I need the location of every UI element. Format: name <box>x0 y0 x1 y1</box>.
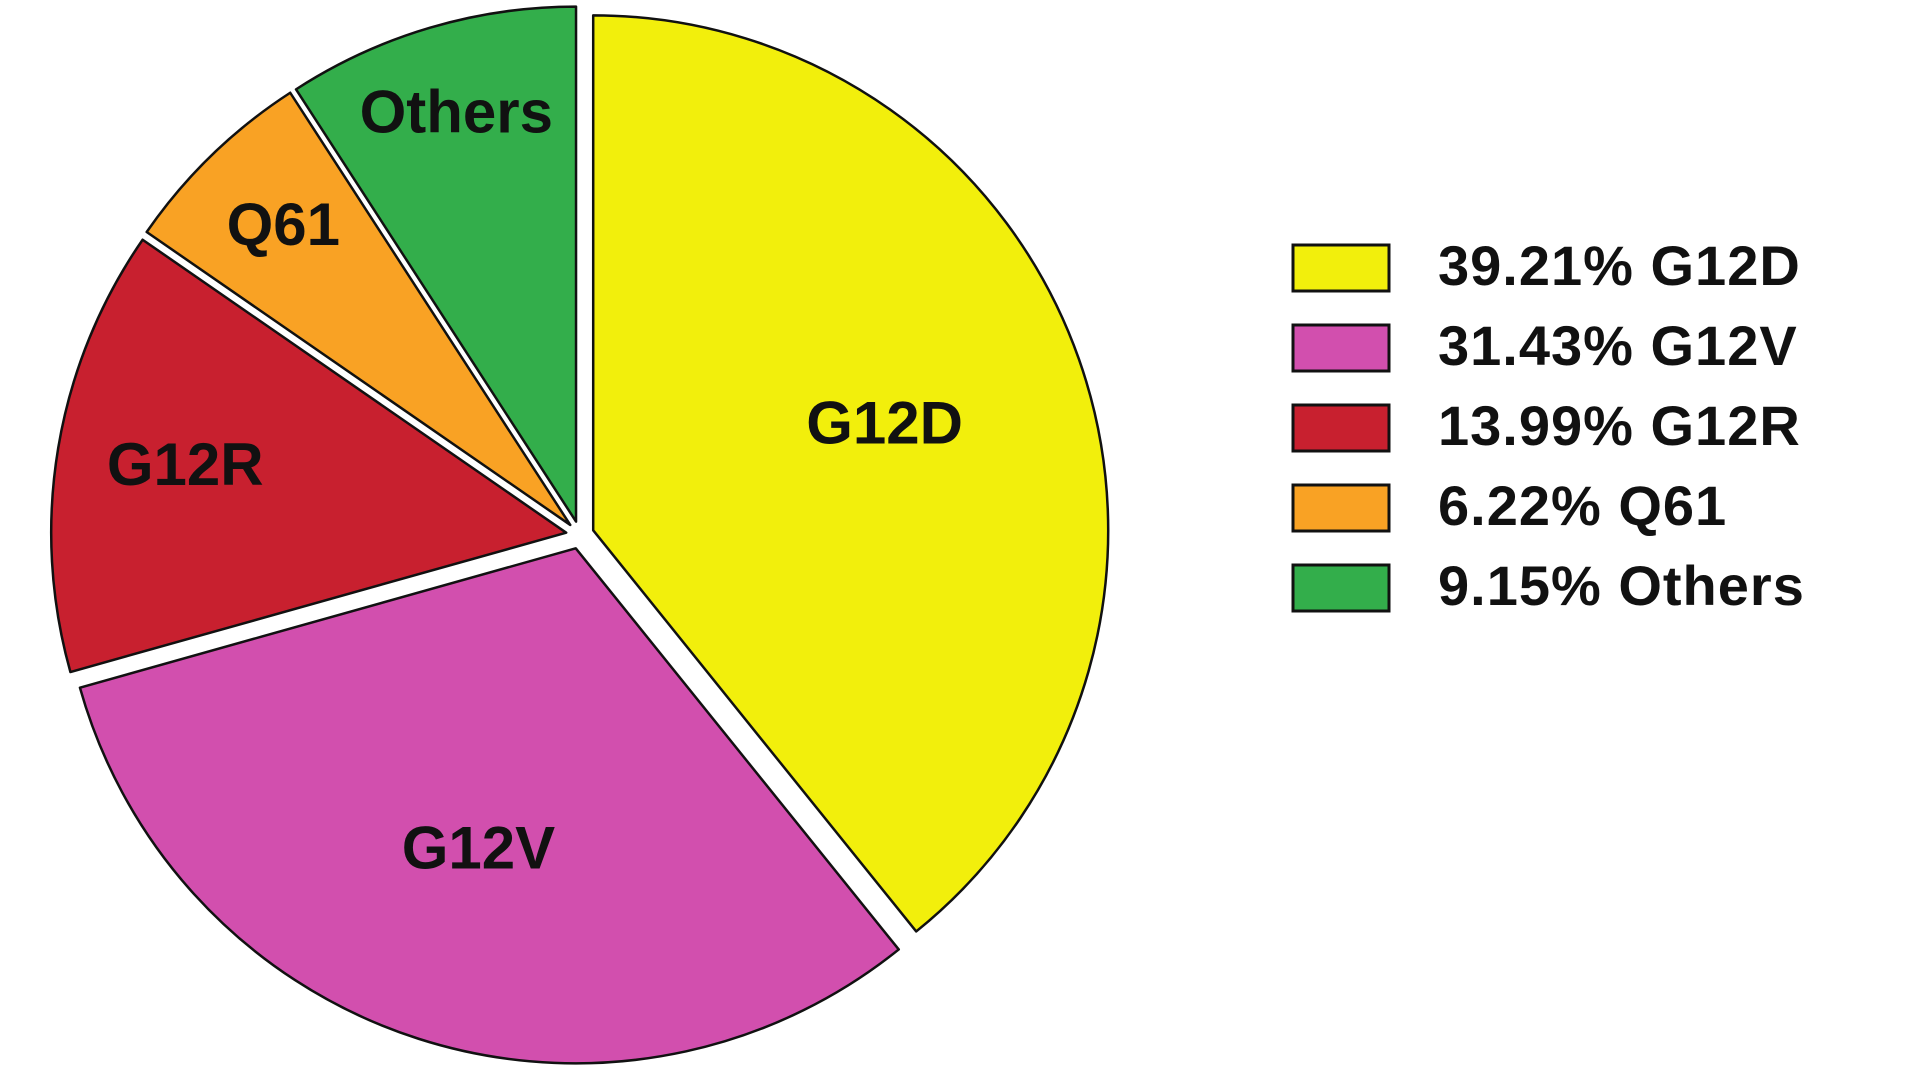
pie-slice <box>294 5 578 523</box>
pie-slice <box>145 91 572 527</box>
legend-swatch <box>1291 403 1391 453</box>
slice-label: G12D <box>806 389 963 456</box>
slice-label: Q61 <box>227 191 340 258</box>
pie-slice <box>50 238 568 674</box>
legend-label: 13.99% G12R <box>1438 394 1801 457</box>
slice-label: G12V <box>402 814 555 881</box>
legend-label: 39.21% G12D <box>1438 234 1801 297</box>
legend-swatch <box>1291 323 1391 373</box>
slice-label: Others <box>360 78 553 145</box>
legend-label: 6.22% Q61 <box>1438 474 1727 537</box>
pie-slice <box>591 14 1110 933</box>
legend-swatch <box>1291 243 1391 293</box>
legend-label: 31.43% G12V <box>1438 314 1798 377</box>
legend-label: 9.15% Others <box>1438 554 1805 617</box>
legend-swatch <box>1291 483 1391 533</box>
legend-swatch <box>1291 563 1391 613</box>
pie-slice <box>78 547 900 1065</box>
slice-label: G12R <box>107 431 264 498</box>
